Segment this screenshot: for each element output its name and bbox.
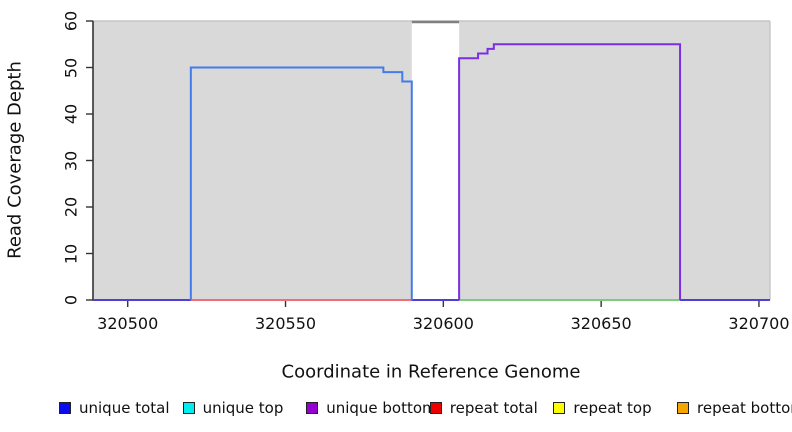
legend-swatch-icon: [182, 402, 195, 414]
y-tick-label: 0: [61, 294, 81, 306]
legend-swatch-icon: [59, 402, 71, 414]
legend-label: unique top: [202, 399, 284, 417]
y-tick-label: 10: [61, 243, 81, 264]
x-tick-label: 320600: [412, 314, 474, 333]
series-unique-total: [189, 66, 413, 300]
legend-item-repeat-total: repeat total: [429, 397, 538, 419]
legend-label: repeat total: [449, 399, 538, 417]
y-tick-label: 30: [61, 150, 81, 171]
y-tick-label: 20: [61, 196, 81, 218]
x-tick-label: 320500: [97, 314, 159, 333]
legend-swatch-icon: [306, 402, 319, 414]
legend-swatch-icon: [553, 402, 566, 414]
legend-item-unique-total: unique total: [59, 397, 170, 419]
legend-label: repeat bottom: [697, 399, 792, 417]
legend-swatch-icon: [677, 402, 689, 414]
legend-label: repeat top: [573, 399, 652, 417]
legend-swatch-icon: [429, 402, 442, 414]
x-axis-title: Coordinate in Reference Genome: [281, 361, 581, 383]
legend: unique total unique top unique bottom repea…: [0, 397, 792, 419]
legend-item-unique-bottom: unique bottom: [306, 397, 437, 419]
y-tick-label: 50: [61, 57, 81, 78]
series-unique-bottom: [458, 43, 682, 300]
x-tick-label: 320650: [570, 314, 632, 333]
masked-region: [411, 21, 460, 299]
legend-item-repeat-bottom: repeat bottom: [677, 397, 792, 419]
y-axis-title: Read Coverage Depth: [4, 61, 26, 259]
y-tick-label: 60: [61, 10, 81, 32]
x-tick-label: 320550: [254, 314, 317, 333]
legend-item-unique-top: unique top: [182, 397, 284, 419]
legend-label: unique bottom: [326, 399, 437, 417]
x-tick-label: 320700: [728, 314, 790, 333]
legend-label: unique total: [79, 399, 170, 417]
y-tick-label: 40: [61, 103, 81, 125]
legend-item-repeat-top: repeat top: [553, 397, 652, 419]
